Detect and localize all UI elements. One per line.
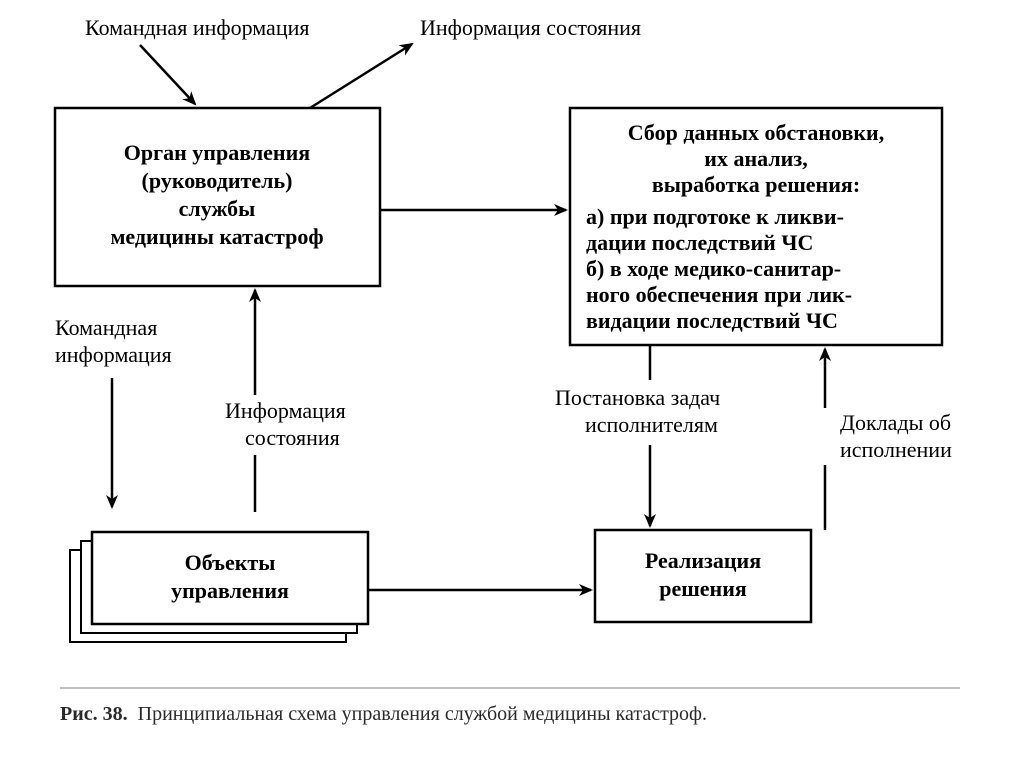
label-cmd-info-mid-2: информация bbox=[55, 342, 172, 367]
n2-b1: а) при подготоке к ликви- bbox=[586, 204, 844, 229]
n2-h1: Сбор данных обстановки, bbox=[628, 120, 884, 145]
n4-line1: Реализация bbox=[645, 548, 761, 573]
label-state-info-top: Информация состояния bbox=[420, 15, 641, 40]
label-reports-2: исполнении bbox=[840, 437, 952, 462]
n2-b4: ного обеспечения при лик- bbox=[586, 282, 852, 307]
n1-line2: (руководитель) bbox=[142, 168, 293, 193]
n2-h2: их анализ, bbox=[704, 146, 807, 171]
caption-prefix: Рис. 38. bbox=[60, 703, 128, 725]
n2-b3: б) в ходе медико-санитар- bbox=[586, 256, 841, 281]
label-task-2: исполнителям bbox=[585, 412, 718, 437]
label-command-info-top: Командная информация bbox=[85, 15, 310, 40]
flowchart-diagram: Командная информация Информация состояни… bbox=[0, 0, 1024, 767]
n1-line4: медицины катастроф bbox=[110, 224, 323, 249]
arrow-cmd-to-n1 bbox=[140, 45, 195, 104]
n1-line3: службы bbox=[179, 196, 256, 221]
n3-line1: Объекты bbox=[185, 550, 276, 575]
n4-line2: решения bbox=[659, 576, 747, 601]
n2-b2: дации последствий ЧС bbox=[586, 230, 813, 255]
label-state-info-mid-2: состояния bbox=[245, 425, 340, 450]
n1-line1: Орган управления bbox=[124, 140, 310, 165]
n2-h3: выработка решения: bbox=[652, 172, 860, 197]
label-cmd-info-mid-1: Командная bbox=[55, 315, 157, 340]
arrow-n1-to-state bbox=[310, 44, 412, 108]
label-state-info-mid-1: Информация bbox=[225, 398, 346, 423]
n3-line2: управления bbox=[171, 578, 289, 603]
label-task-1: Постановка задач bbox=[555, 385, 720, 410]
caption-text: Принципиальная схема управления службой … bbox=[138, 703, 707, 725]
n2-b5: видации последствий ЧС bbox=[586, 308, 838, 333]
label-reports-1: Доклады об bbox=[840, 410, 951, 435]
figure-caption: Рис. 38. Принципиальная схема управления… bbox=[60, 703, 707, 725]
